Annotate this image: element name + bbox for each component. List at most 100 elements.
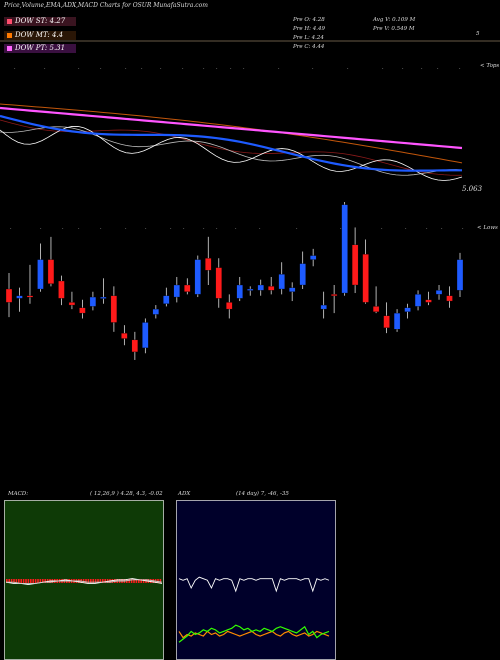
candle-body [226,302,233,310]
candle-body [278,274,285,290]
macd-histogram-bar [25,579,27,583]
candle-body [58,280,65,299]
low-marker: · [125,226,127,232]
legend-swatch-mt [7,33,12,38]
top-marker: · [278,66,280,72]
legend-label-st: DOW ST: 4.27 [15,17,66,25]
top-marker: · [230,66,232,72]
macd-histogram-bar [6,579,8,583]
candle-body [247,288,254,291]
low-marker: · [203,226,205,232]
top-marker: · [382,66,384,72]
ema-white-line-1 [0,126,463,181]
candle-layer [5,202,464,360]
macd-histogram-bar [37,579,39,583]
candle-body [446,295,453,302]
candle-body [236,284,243,299]
macd-histogram-bar [159,579,162,583]
macd-chart [4,500,164,660]
candle-body [341,204,348,294]
macd-histogram-bar [97,579,99,583]
macd-histogram-bar [157,579,159,583]
macd-histogram-bar [87,579,90,583]
macd-histogram-bar [92,579,94,583]
macd-histogram-bar [44,579,46,583]
stat-close: Pre C: 4.44 [293,44,325,50]
macd-histogram-bar [133,579,135,583]
top-marker: · [402,66,404,72]
top-right-marker: 5 [476,31,480,37]
stat-open: Pre O: 4.28 [293,17,325,23]
legend-swatch-pt [7,46,12,51]
macd-histogram-bar [32,579,34,583]
low-marker: · [296,226,298,232]
candle-body [362,254,369,303]
candle-body [205,258,212,271]
candle-body [110,295,118,323]
ema-magenta-line [0,106,463,150]
macd-histogram-bar [130,579,133,583]
stat-low: Pre L: 4.24 [293,35,324,41]
macd-histogram-bar [8,579,10,583]
low-marker: · [62,226,64,232]
candle-body [37,259,44,290]
candle-body [16,295,23,299]
stat-high: Pre H: 4.49 [293,26,325,32]
candle-body [68,302,76,306]
candle-body [268,286,275,291]
macd-histogram-bar [102,579,104,583]
legend-item-dow-mt: DOW MT: 4.4 [4,31,76,40]
candle-body [257,284,264,291]
legend-swatch-st [7,19,12,24]
macd-panel-values: ( 12,26,9 ) 4.28, 4.3, -0.02 [90,491,163,497]
macd-layer [5,578,163,586]
marker-layer: · · · · · · · · · · · · · · · · · · · · · · · · · · · · · · · · · · · · · · · · [10,66,464,232]
candle-body [393,312,401,330]
low-marker: · [78,226,80,232]
top-marker: · [459,66,461,72]
macd-histogram-bar [27,579,30,583]
top-marker: · [100,66,102,72]
legend-label-pt: DOW PT: 5.31 [15,44,66,52]
top-marker: · [216,66,218,72]
candle-body [372,306,380,312]
ema-blue-line [0,114,463,172]
top-marker: · [78,66,80,72]
macd-histogram-bar [128,579,130,583]
adx-chart [176,500,336,660]
low-marker: · [100,226,102,232]
macd-series-macd [5,578,163,586]
low-marker: · [462,226,464,232]
top-marker: · [243,66,245,72]
low-marker: · [441,226,443,232]
legend-item-dow-pt: DOW PT: 5.31 [4,44,76,53]
macd-histogram-bar [90,579,92,583]
low-marker: · [426,226,428,232]
macd-histogram-bar [30,579,32,583]
top-marker: · [203,66,205,72]
adx-series-adx [178,576,330,593]
candle-body [131,339,139,353]
macd-histogram-bar [22,579,25,583]
low-marker: · [340,226,342,232]
candle-body [404,307,411,312]
adx-panel-values: (14 day) 7, -46, -35 [236,491,289,497]
macd-histogram-bar [10,579,13,583]
tops-label: < Tops [480,63,500,69]
candle-body [425,299,432,303]
candle-body [79,307,86,314]
top-marker: · [160,66,162,72]
stat-avg-volume: Avg V: 0.109 M [373,17,416,23]
macd-histogram-bar [42,579,44,583]
low-marker: · [170,226,172,232]
candle-body [26,295,34,298]
top-marker: · [182,66,184,72]
legend-label-mt: DOW MT: 4.4 [15,31,64,39]
macd-histogram-bar [150,579,152,583]
macd-histogram-bar [15,579,18,583]
candle-body [100,296,107,299]
low-marker: · [40,226,42,232]
low-marker: · [235,226,237,232]
